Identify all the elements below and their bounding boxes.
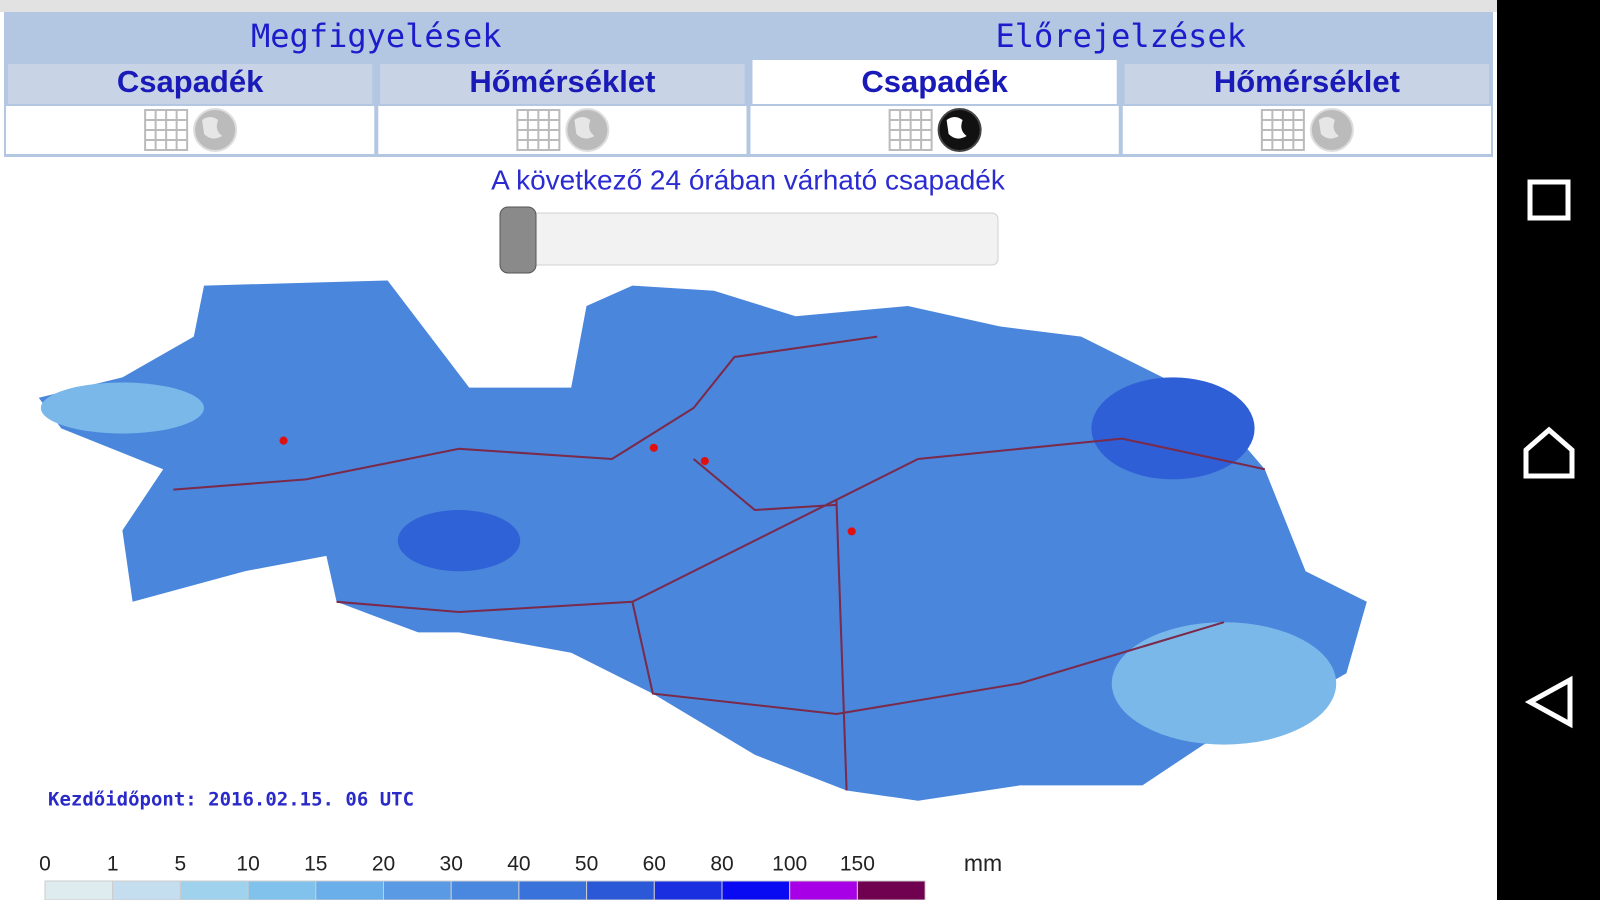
grid-icon[interactable] [516, 109, 561, 151]
city-dots [279, 436, 856, 536]
legend-swatch [383, 880, 452, 901]
legend-label: 150 [840, 853, 875, 876]
tab[interactable] [8, 64, 373, 104]
tab-icons-row [1122, 106, 1491, 154]
globe-land [202, 117, 223, 139]
tab[interactable] [380, 64, 745, 104]
grid-icon[interactable] [888, 109, 933, 151]
grid-icon[interactable] [144, 109, 189, 151]
legend-unit: mm [964, 850, 1002, 876]
legend-label: 50 [575, 853, 598, 876]
legend-swatch [653, 880, 723, 901]
legend-label: 0 [39, 853, 51, 876]
legend-label: 40 [507, 853, 530, 876]
legend-label: 10 [236, 853, 259, 876]
tab[interactable] [1124, 64, 1489, 104]
tab-icons-row [6, 106, 375, 154]
legend-label: 15 [304, 853, 327, 876]
map-light-area [40, 382, 204, 434]
tab-label[interactable]: Hőmérséklet [1214, 64, 1400, 99]
legend-label: 100 [772, 853, 807, 876]
globe-land [574, 117, 595, 139]
map-light-area [1111, 622, 1337, 745]
group-title: Megfigyelések [251, 17, 501, 55]
legend-label: 30 [440, 853, 463, 876]
legend-swatch [721, 880, 791, 901]
legend-swatch [315, 880, 384, 901]
legend-label: 20 [372, 853, 395, 876]
legend-swatch [44, 880, 114, 901]
grid-icon[interactable] [1260, 109, 1305, 151]
legend-swatch [112, 880, 181, 901]
tab-label[interactable]: Csapadék [861, 64, 1008, 99]
globe-land [1318, 117, 1339, 139]
map [38, 280, 1367, 801]
legend-label: 60 [643, 853, 666, 876]
legend-label: 1 [107, 853, 119, 876]
subtitle: A következő 24 órában várható csapadék [491, 164, 1006, 195]
slider-track[interactable] [499, 212, 999, 266]
map-dark-area [397, 510, 521, 572]
map-area [38, 280, 1367, 801]
nav-bar [1497, 0, 1600, 900]
legend-label: 5 [175, 853, 187, 876]
legend-swatch [789, 880, 858, 901]
legend-swatch [518, 880, 588, 901]
tab-label[interactable]: Csapadék [117, 64, 264, 99]
tab-label[interactable]: Hőmérséklet [469, 64, 655, 99]
tab-icons-row [750, 106, 1119, 154]
map-dark-area [1091, 377, 1255, 480]
timestamp: Kezdőidőpont: 2016.02.15. 06 UTC [48, 789, 414, 811]
recents-button[interactable] [1527, 179, 1571, 221]
legend-swatch [247, 880, 317, 901]
tab-icons-row [378, 106, 747, 154]
slider-thumb[interactable] [499, 206, 537, 274]
legend-label: 80 [710, 853, 733, 876]
legend-swatch [586, 880, 655, 901]
tab[interactable] [752, 60, 1117, 104]
borders [173, 335, 1266, 791]
back-button[interactable] [1524, 675, 1573, 729]
legend-swatch [179, 880, 249, 901]
group-title: Előrejelzések [996, 17, 1246, 55]
legend-swatch [450, 880, 520, 901]
status-strip [0, 0, 1497, 12]
home-button[interactable] [1523, 426, 1575, 479]
legend-swatch [856, 880, 926, 901]
globe-land [946, 117, 967, 139]
